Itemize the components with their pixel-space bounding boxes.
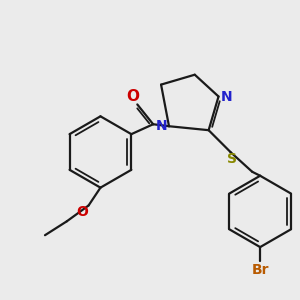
- Text: O: O: [77, 206, 88, 219]
- Text: N: N: [220, 89, 232, 103]
- Text: S: S: [227, 152, 237, 166]
- Text: O: O: [126, 89, 139, 104]
- Text: N: N: [155, 119, 167, 133]
- Text: Br: Br: [251, 263, 269, 277]
